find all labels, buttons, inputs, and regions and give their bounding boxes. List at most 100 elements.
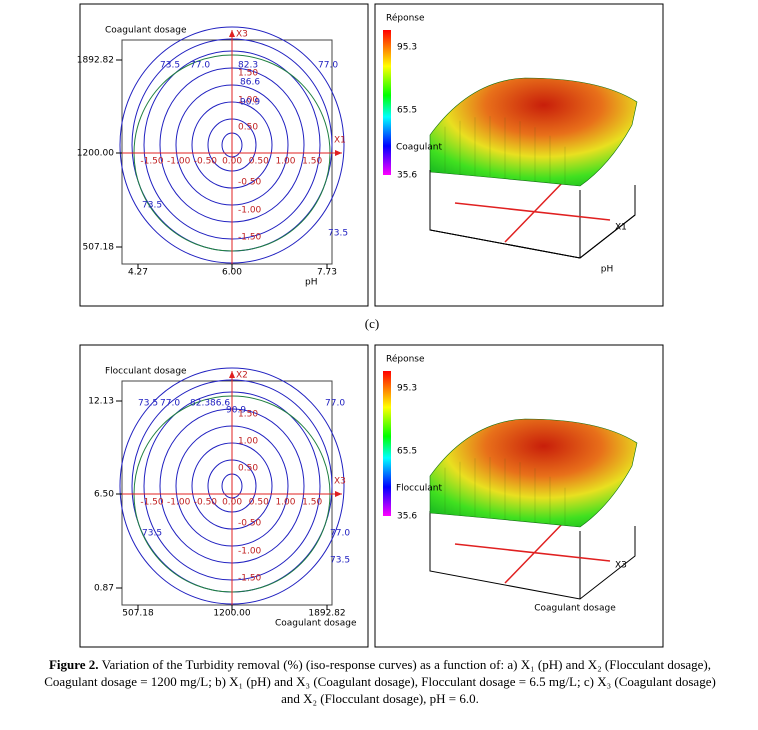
surface-axis-name: X3 [615, 561, 627, 571]
x-tick-label: 507.18 [122, 609, 154, 619]
arrow [229, 371, 235, 378]
coded-tick-label: -1.00 [238, 547, 262, 557]
figure: (c) X1 X3 Coagulant dosage pH 1892.82 1200.00… [77, 3, 664, 648]
contour-label: 77.0 [160, 399, 180, 409]
arrow [335, 150, 342, 156]
coded-tick-label: 0.00 [222, 157, 242, 167]
coded-tick-label: -1.50 [238, 233, 262, 243]
panel-frame [79, 344, 369, 648]
x-axis-label: pH [305, 278, 317, 288]
coded-tick-label: 1.00 [275, 157, 295, 167]
coded-tick-label: 0.50 [249, 498, 269, 508]
z-tick-label: 65.5 [397, 106, 417, 116]
contour-label: 77.0 [325, 399, 345, 409]
axis-name: X3 [236, 30, 248, 40]
contour-label: 82.3 [238, 61, 258, 71]
x-tick-label: 1200.00 [213, 609, 250, 619]
y-tick-label: 1200.00 [77, 149, 114, 159]
coded-tick-label: -0.50 [238, 519, 262, 529]
z-tick-label: 35.6 [397, 171, 417, 181]
z-tick-label: 95.3 [397, 384, 417, 394]
color-bar [383, 371, 391, 516]
red-axis [454, 202, 611, 221]
coded-tick-label: -1.00 [167, 498, 191, 508]
surface-side-label: Flocculant [396, 484, 443, 494]
axis-name: X3 [334, 477, 346, 487]
y-tick-label: 6.50 [94, 490, 114, 500]
contour-label: 86.6 [240, 78, 260, 88]
panel-frame [79, 3, 369, 307]
x-tick-label: 7.73 [317, 268, 337, 278]
arrow [335, 491, 342, 497]
contour-label: 73.5 [142, 201, 162, 211]
z-tick-label: 35.6 [397, 512, 417, 522]
coded-tick-label: -1.00 [167, 157, 191, 167]
z-axis-label: Réponse [386, 354, 425, 365]
caption-text: Variation of the Turbidity removal (%) (… [44, 657, 716, 706]
contour-label: 73.5 [138, 399, 158, 409]
axis-name: X1 [334, 136, 346, 146]
y-axis-label: Flocculant dosage [105, 367, 187, 377]
arrow [229, 30, 235, 37]
surface-side-label: Coagulant [396, 143, 442, 153]
surface-axis-name: X1 [615, 223, 627, 233]
x-tick-label: 4.27 [128, 268, 148, 278]
coded-tick-label: -1.00 [238, 206, 262, 216]
surface-axis-label: Coagulant dosage [534, 604, 616, 614]
coded-tick-label: 0.50 [238, 123, 258, 133]
x-tick-label: 1892.82 [308, 609, 345, 619]
contour-label: 73.5 [330, 556, 350, 566]
red-axis [504, 520, 566, 584]
contour-label: 73.5 [328, 229, 348, 239]
contour-label: 90.9 [240, 98, 260, 108]
contour-label: 77.0 [318, 61, 338, 71]
coded-tick-label: 1.50 [238, 69, 258, 79]
contour-label: 77.0 [190, 61, 210, 71]
contour-label: 90.9 [226, 406, 246, 416]
coded-tick-label: -1.50 [238, 574, 262, 584]
axis-name: X2 [236, 371, 248, 381]
coded-tick-label: 0.00 [222, 498, 242, 508]
x-axis-label: Coagulant dosage [275, 619, 357, 629]
coded-tick-label: -1.50 [140, 157, 164, 167]
coded-tick-label: -1.50 [140, 498, 164, 508]
coded-tick-label: -0.50 [194, 498, 218, 508]
coded-tick-label: 0.50 [249, 157, 269, 167]
caption-label: Figure 2. [48, 657, 99, 672]
floor [429, 511, 636, 600]
coded-tick-label: 0.50 [238, 464, 258, 474]
y-tick-label: 507.18 [83, 243, 115, 253]
red-axis [454, 543, 611, 562]
response-surface [429, 418, 638, 528]
floor [429, 170, 636, 259]
coded-tick-label: 1.00 [275, 498, 295, 508]
panel-label: (c) [365, 316, 379, 331]
y-tick-label: 12.13 [88, 397, 114, 407]
coded-tick-label: -0.50 [194, 157, 218, 167]
coded-tick-label: 1.50 [302, 157, 322, 167]
y-tick-label: 0.87 [94, 584, 114, 594]
coded-tick-label: 1.00 [238, 96, 258, 106]
caption: Figure 2. Variation of the Turbidity rem… [40, 656, 720, 707]
contour-label: 82.3 [190, 399, 210, 409]
y-axis-label: Coagulant dosage [105, 26, 187, 36]
z-axis-label: Réponse [386, 13, 425, 24]
plot-area [121, 39, 333, 265]
panel-frame [374, 3, 664, 307]
z-tick-label: 95.3 [397, 43, 417, 53]
contour-label: 77.0 [330, 529, 350, 539]
contour-label: 73.5 [142, 529, 162, 539]
x-tick-label: 6.00 [222, 268, 242, 278]
coded-tick-label: 1.50 [302, 498, 322, 508]
surface-axis-label: pH [601, 265, 613, 275]
red-axis [504, 179, 566, 243]
contour-label: 86.6 [210, 399, 230, 409]
coded-tick-label: -0.50 [238, 178, 262, 188]
color-bar [383, 30, 391, 175]
panel-frame [374, 344, 664, 648]
coded-tick-label: 1.50 [238, 410, 258, 420]
response-surface [429, 77, 638, 187]
coded-tick-label: 1.00 [238, 437, 258, 447]
contour-label: 73.5 [160, 61, 180, 71]
